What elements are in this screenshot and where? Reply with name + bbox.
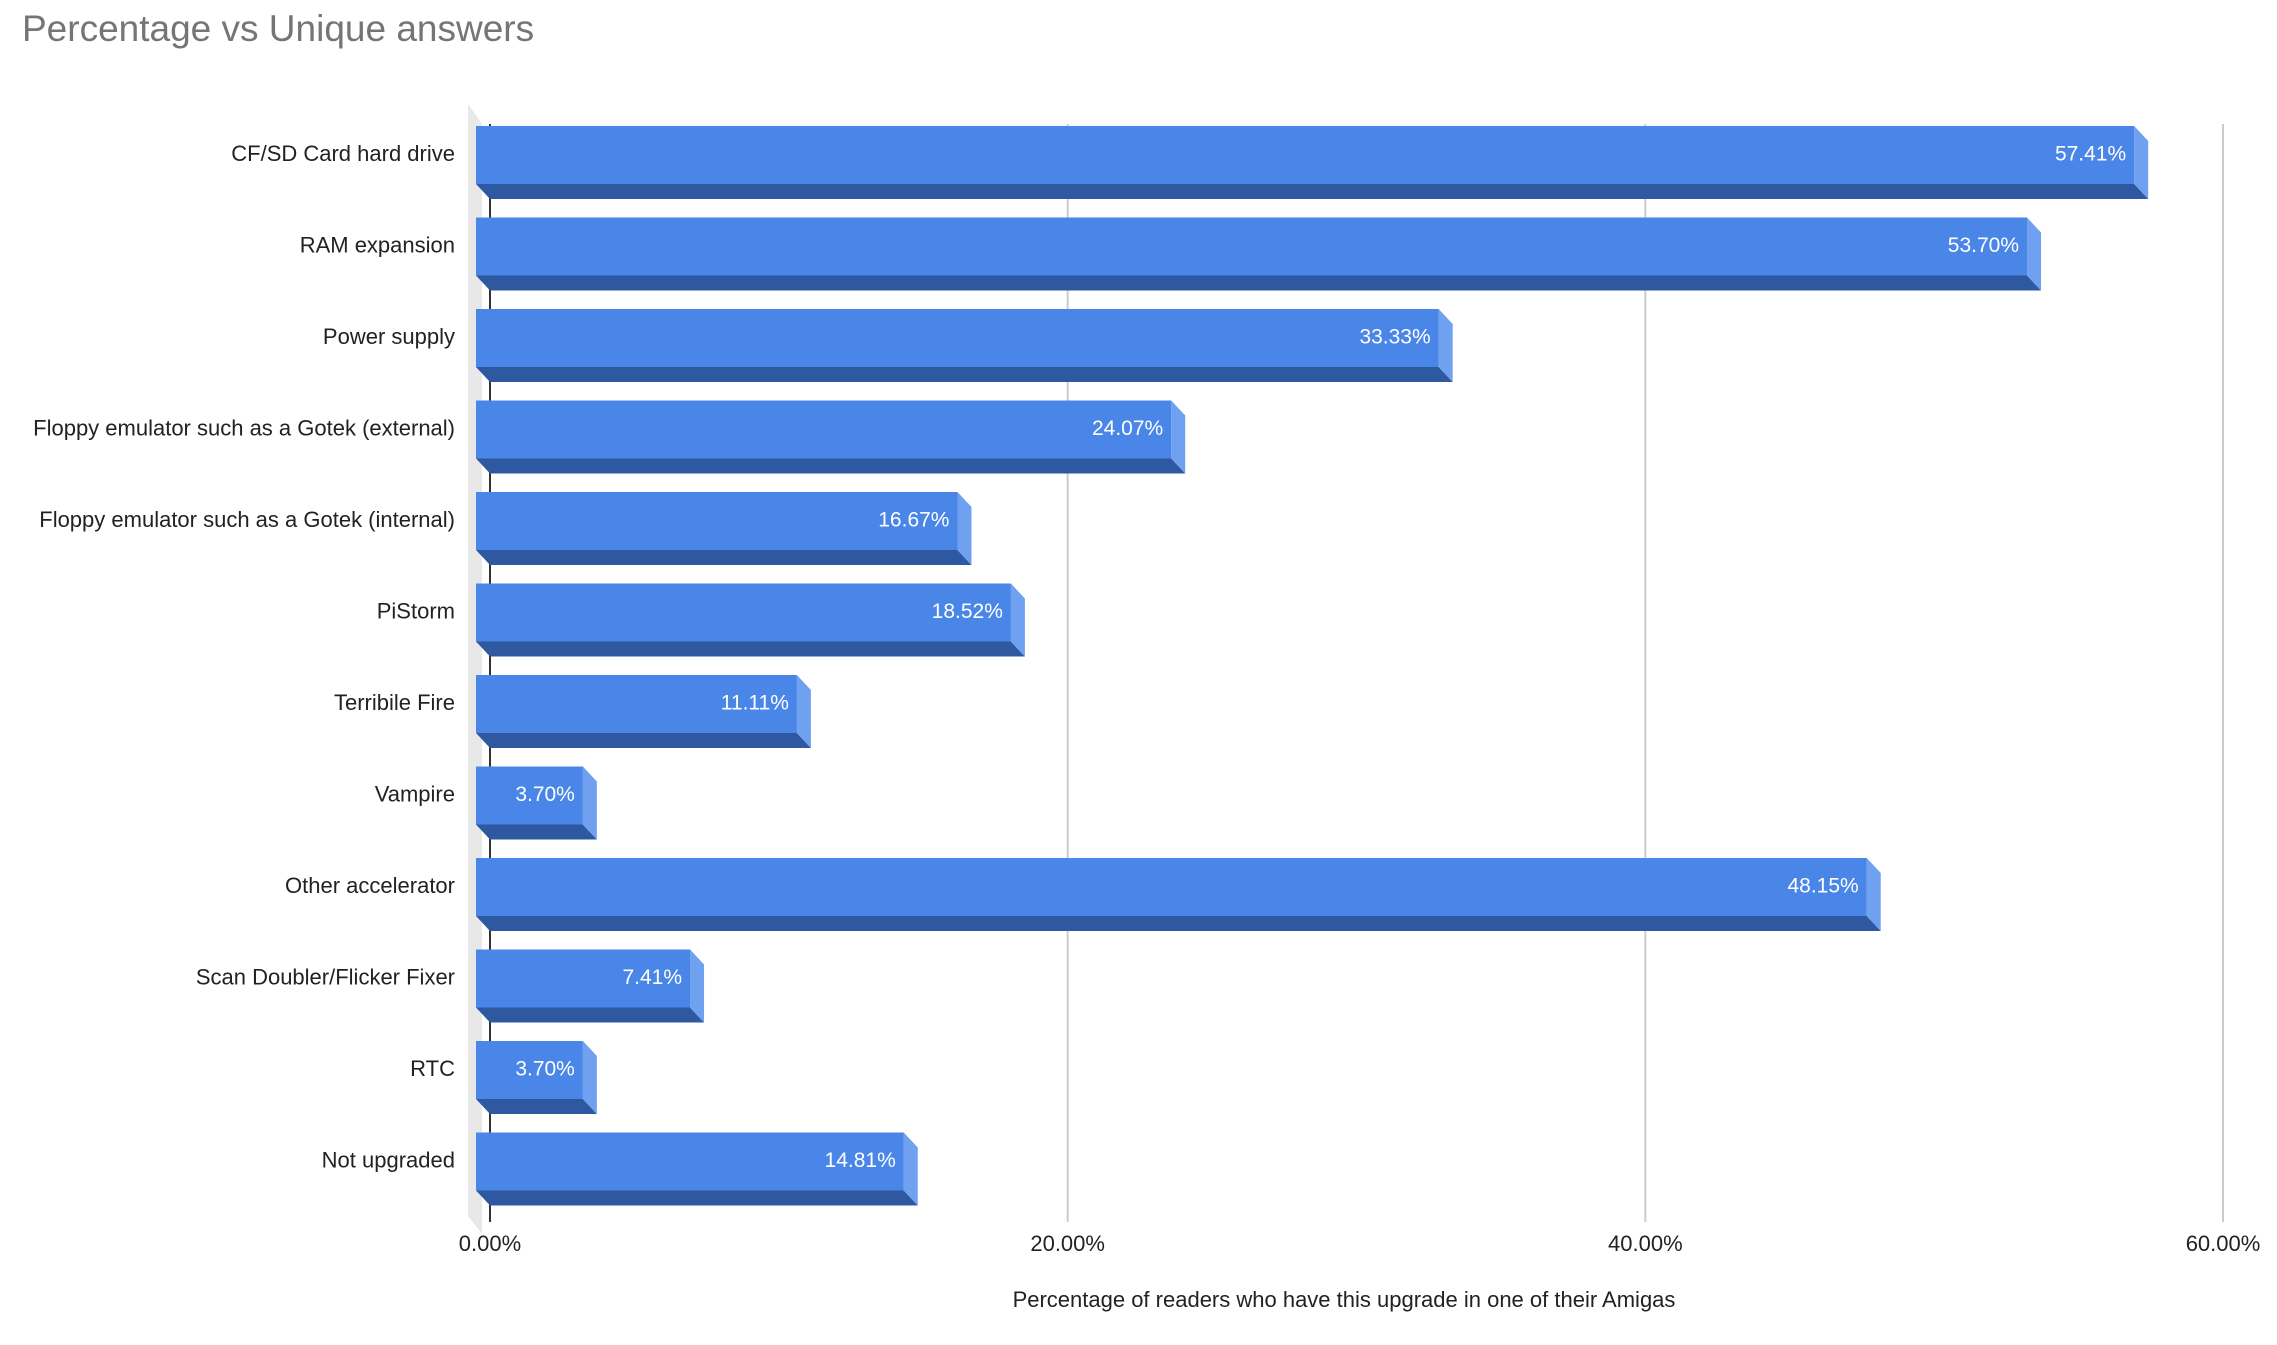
bar-end-face — [903, 1132, 918, 1206]
data-label: 53.70% — [1948, 234, 2019, 257]
category-label: Vampire — [375, 781, 455, 806]
bar-face — [476, 766, 583, 825]
data-label: 57.41% — [2055, 143, 2126, 166]
bar-face — [476, 858, 1867, 916]
bar-bottom-face — [476, 367, 1453, 382]
bar-bottom-face — [476, 733, 811, 748]
bar-face — [476, 583, 1011, 642]
bar — [476, 858, 1881, 931]
category-label: PiStorm — [377, 598, 455, 623]
data-label: 3.70% — [515, 1058, 575, 1081]
category-label: Floppy emulator such as a Gotek (externa… — [33, 415, 455, 440]
bar-face — [476, 1041, 583, 1099]
bar-bottom-face — [476, 275, 2042, 291]
bar-face — [476, 126, 2135, 184]
bar-bottom-face — [476, 1190, 918, 1206]
x-tick-label: 20.00% — [1030, 1231, 1105, 1256]
bar-end-face — [1171, 400, 1186, 474]
bar — [476, 1041, 597, 1114]
data-label: 16.67% — [878, 509, 949, 532]
bar-face — [476, 949, 691, 1008]
x-tick-label: 60.00% — [2186, 1231, 2261, 1256]
bar-bottom-face — [476, 1099, 597, 1114]
x-axis-title: Percentage of readers who have this upgr… — [1013, 1287, 1676, 1312]
bar — [476, 309, 1453, 382]
data-label: 3.70% — [515, 783, 575, 806]
bar — [476, 583, 1025, 657]
bar — [476, 400, 1186, 474]
bar — [476, 949, 705, 1023]
category-label: Power supply — [323, 324, 455, 349]
bar-face — [476, 309, 1439, 367]
bar-face — [476, 492, 958, 550]
data-label: 24.07% — [1092, 417, 1163, 440]
bar-end-face — [690, 949, 705, 1023]
bar-bottom-face — [476, 184, 2149, 199]
data-label: 7.41% — [622, 966, 682, 989]
bar-bottom-face — [476, 458, 1186, 474]
bar — [476, 492, 972, 565]
bar-end-face — [796, 675, 811, 748]
category-label: Terribile Fire — [334, 690, 455, 715]
x-tick-label: 0.00% — [459, 1231, 521, 1256]
bar-bottom-face — [476, 916, 1881, 931]
chart-title: Percentage vs Unique answers — [22, 8, 535, 49]
bar-face — [476, 1132, 904, 1191]
category-label: Scan Doubler/Flicker Fixer — [196, 964, 455, 989]
data-label: 14.81% — [825, 1149, 896, 1172]
bar-end-face — [2134, 126, 2149, 199]
bar-bottom-face — [476, 641, 1025, 657]
bar-bottom-face — [476, 824, 597, 840]
category-label: Not upgraded — [322, 1147, 455, 1172]
bar-end-face — [957, 492, 972, 565]
data-label: 11.11% — [721, 692, 789, 715]
category-label: Other accelerator — [285, 873, 455, 898]
category-label: Floppy emulator such as a Gotek (interna… — [39, 507, 455, 532]
bar-end-face — [1866, 858, 1881, 931]
bar — [476, 675, 811, 748]
bar-end-face — [2027, 217, 2042, 291]
bar-bottom-face — [476, 1007, 705, 1023]
category-label: RTC — [410, 1056, 455, 1081]
bar-face — [476, 217, 2028, 276]
data-label: 18.52% — [932, 600, 1003, 623]
bar-end-face — [1438, 309, 1453, 382]
data-label: 33.33% — [1359, 326, 1430, 349]
category-label: CF/SD Card hard drive — [231, 141, 455, 166]
data-label: 48.15% — [1787, 875, 1858, 898]
category-label: RAM expansion — [300, 232, 455, 257]
bar — [476, 1132, 918, 1206]
bar-face — [476, 400, 1172, 459]
bar-end-face — [582, 1041, 597, 1114]
x-tick-label: 40.00% — [1608, 1231, 1683, 1256]
bar — [476, 126, 2149, 199]
bar-bottom-face — [476, 550, 972, 565]
bar — [476, 217, 2042, 291]
bar-face — [476, 675, 797, 733]
bar-end-face — [582, 766, 597, 840]
bar — [476, 766, 597, 840]
bar-end-face — [1010, 583, 1025, 657]
